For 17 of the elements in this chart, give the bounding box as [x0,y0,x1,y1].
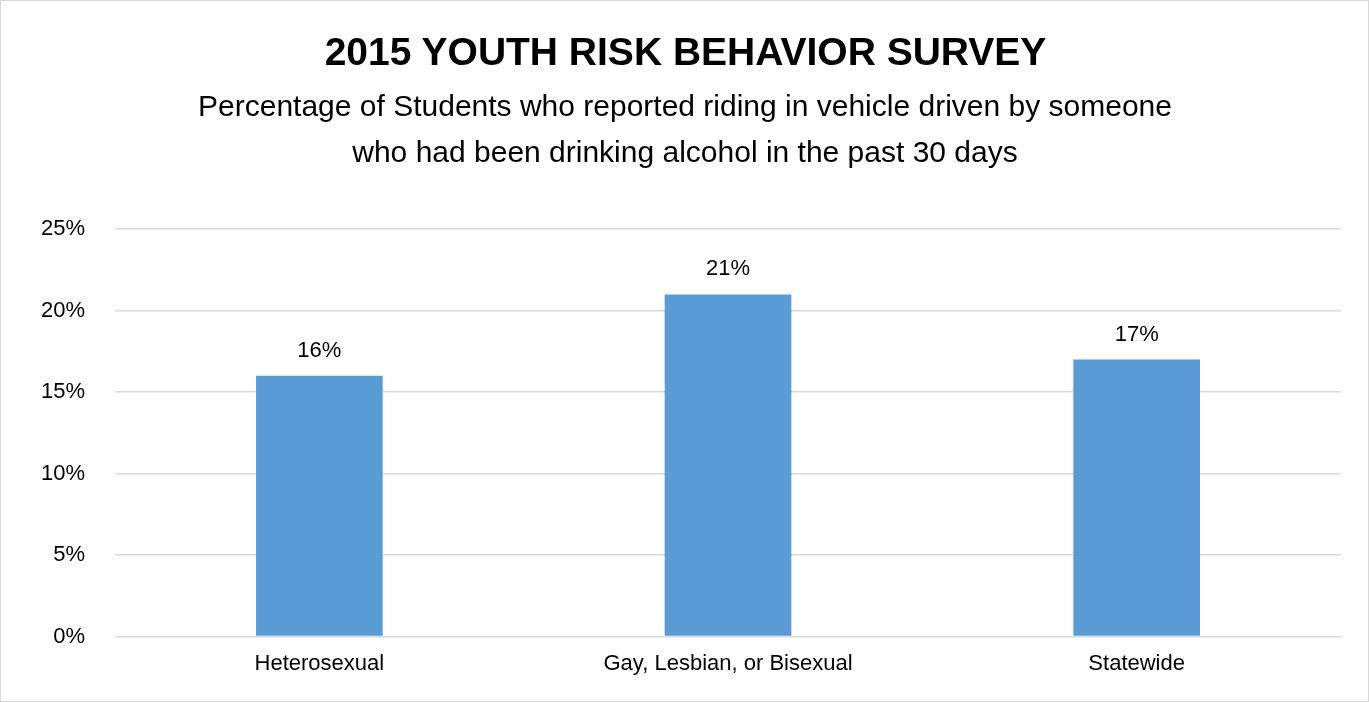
data-label: 21% [705,255,751,281]
y-tick-label: 10% [40,459,86,485]
bar [664,294,792,636]
y-tick-label: 15% [40,378,86,404]
bar [1073,359,1201,636]
y-tick-label: 0% [53,622,86,648]
y-tick-label: 25% [40,215,86,241]
x-tick-label: Statewide [1088,649,1185,675]
y-tick-label: 5% [53,541,86,567]
x-tick-label: Heterosexual [254,649,385,675]
x-tick-label: Gay, Lesbian, or Bisexual [603,649,853,675]
chart-title: 2015 YOUTH RISK BEHAVIOR SURVEY [323,29,1048,75]
y-tick-label: 20% [40,296,86,322]
chart-subtitle: Percentage of Students who reported riding in vehicle driven by someone who had been drinking alcohol in the past 30 days [197,88,1173,170]
bar [256,375,383,636]
data-label: 17% [1114,320,1159,346]
data-label: 16% [297,336,342,362]
